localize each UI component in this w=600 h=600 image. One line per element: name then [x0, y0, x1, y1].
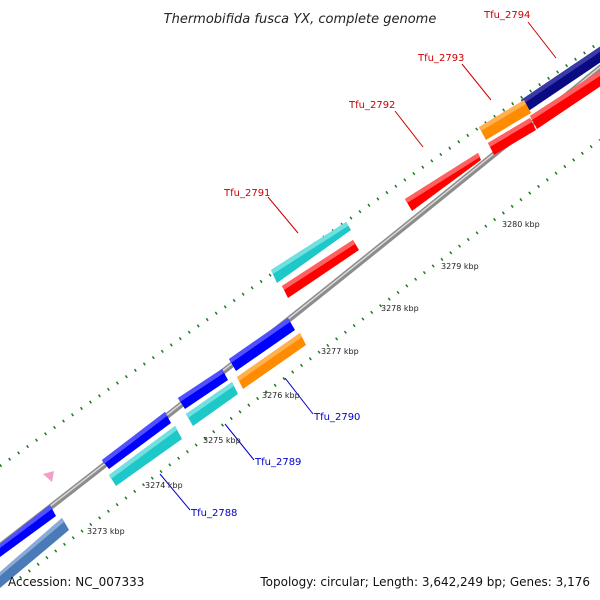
- gene-label-tfu-2792[interactable]: Tfu_2792: [348, 100, 395, 111]
- gene-label-tfu-2793[interactable]: Tfu_2793: [417, 53, 464, 64]
- gene-feature-tfu-2792[interactable]: [405, 153, 481, 211]
- gene-label-tfu-2791[interactable]: Tfu_2791: [223, 188, 270, 199]
- tick-label-3279: 3279 kbp: [441, 262, 479, 271]
- gene-feature-tfu-2788[interactable]: [109, 426, 182, 486]
- gene-labels-forward: Tfu_2791 Tfu_2792 Tfu_2793 Tfu_2794: [223, 10, 530, 199]
- tick-label-3275: 3275 kbp: [203, 436, 241, 445]
- gene-feature-blue-b[interactable]: [178, 369, 228, 409]
- map-title: Thermobifida fusca YX, complete genome: [164, 12, 437, 27]
- gene-feature-red-b[interactable]: [488, 118, 536, 155]
- gene-feature-red-a[interactable]: [530, 70, 600, 129]
- accession-text: Accession: NC_007333: [8, 575, 144, 589]
- gene-feature-tfu-2790[interactable]: [237, 333, 306, 389]
- gene-feature-blue-d[interactable]: [0, 505, 56, 557]
- position-marker: [43, 471, 54, 482]
- gene-feature-steel[interactable]: [0, 518, 69, 588]
- gene-features-reverse: [0, 318, 306, 588]
- gene-feature-tfu-2789[interactable]: [186, 382, 238, 426]
- tick-ring-inner: [19, 138, 600, 580]
- gene-label-tfu-2789[interactable]: Tfu_2789: [254, 457, 301, 468]
- gene-label-tfu-2794[interactable]: Tfu_2794: [483, 10, 530, 21]
- genome-summary-text: Topology: circular; Length: 3,642,249 bp…: [259, 575, 590, 589]
- gene-feature-blue-a[interactable]: [229, 318, 295, 371]
- gene-feature-tfu-2791[interactable]: [271, 222, 351, 283]
- tick-label-3274: 3274 kbp: [145, 481, 183, 490]
- tick-label-3278: 3278 kbp: [381, 304, 419, 313]
- tick-labels: 3273 kbp 3274 kbp 3275 kbp 3276 kbp 3277…: [87, 220, 540, 536]
- tick-label-3280: 3280 kbp: [502, 220, 540, 229]
- tick-ring-outer: [0, 40, 600, 468]
- gene-feature-tfu-2794[interactable]: [521, 46, 600, 112]
- tick-label-3277: 3277 kbp: [321, 347, 359, 356]
- gene-feature-red-c[interactable]: [282, 240, 359, 298]
- tick-label-3276: 3276 kbp: [262, 391, 300, 400]
- tick-label-3273: 3273 kbp: [87, 527, 125, 536]
- gene-label-tfu-2790[interactable]: Tfu_2790: [313, 412, 360, 423]
- gene-feature-tfu-2793[interactable]: [479, 100, 531, 140]
- gene-label-tfu-2788[interactable]: Tfu_2788: [190, 508, 237, 519]
- gene-features: [271, 46, 600, 298]
- gene-labels-reverse: Tfu_2788 Tfu_2789 Tfu_2790: [190, 412, 360, 519]
- label-leaders: [159, 21, 557, 511]
- gene-feature-blue-c[interactable]: [102, 412, 171, 469]
